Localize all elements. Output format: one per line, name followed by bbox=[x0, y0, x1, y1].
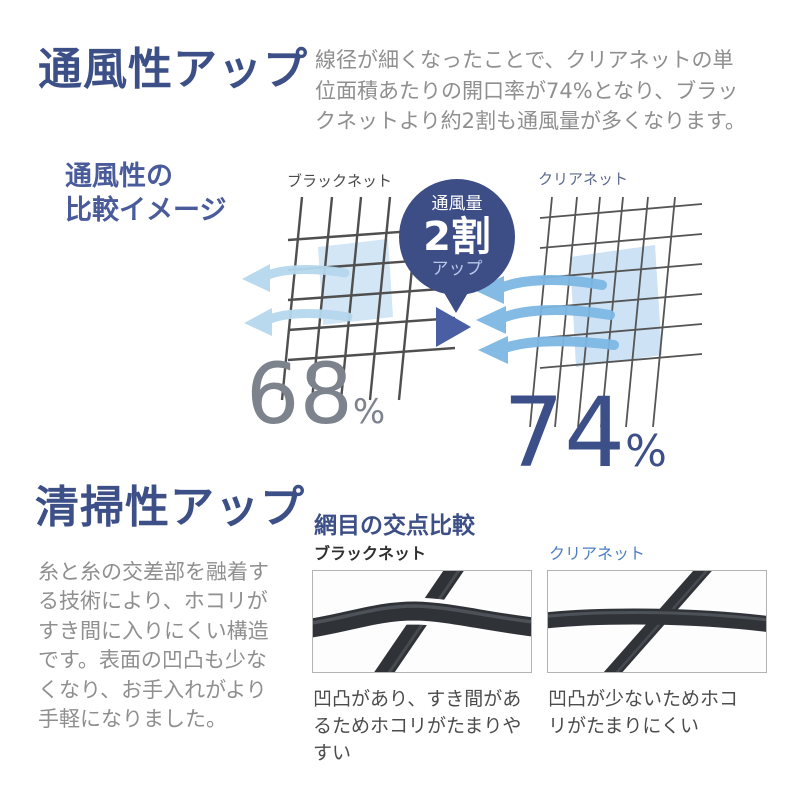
badge-line3: アップ bbox=[431, 259, 483, 279]
mesh-grid-icon bbox=[529, 196, 703, 428]
blacknet-intersection-photo bbox=[312, 570, 532, 673]
blacknet-mesh-label: ブラックネット bbox=[287, 172, 393, 190]
cleaning-description: 糸と糸の交差部を融着す る技術により、ホコリが すき間に入りにくい構造 です。表… bbox=[38, 560, 269, 731]
airflow-arrows-light-icon bbox=[242, 264, 353, 336]
blacknet-mesh-graphic bbox=[242, 196, 456, 401]
clearnet-photo-caption: 凹凸が少ないためホコ リがたまりにくい bbox=[548, 688, 739, 737]
clearnet-mesh-label: クリアネット bbox=[538, 170, 629, 188]
blacknet-open-rate: 68% bbox=[246, 352, 385, 436]
blacknet-open-rate-unit: % bbox=[352, 392, 386, 432]
clearnet-open-rate-unit: % bbox=[625, 426, 667, 477]
badge-line1: 通風量 bbox=[431, 194, 483, 215]
airflow-badge: 通風量 2割 アップ bbox=[399, 179, 515, 295]
clearnet-mesh-graphic bbox=[474, 196, 703, 428]
transition-arrow-icon bbox=[436, 307, 471, 347]
mesh-opening-highlight bbox=[318, 239, 393, 325]
clearnet-intersection-photo bbox=[547, 570, 767, 673]
airflow-arrows-strong-icon bbox=[474, 275, 619, 364]
badge-line2: 2割 bbox=[423, 214, 491, 260]
clearnet-open-rate: 74% bbox=[503, 385, 667, 481]
clearnet-photo-label: クリアネット bbox=[549, 544, 646, 563]
intersection-compare-heading: 網目の交点比較 bbox=[314, 513, 475, 539]
ventilation-title: 通風性アップ bbox=[38, 44, 308, 95]
ventilation-description: 線径が細くなったことで、クリアネットの単 位面積あたりの開口率が74%となり、ブ… bbox=[315, 48, 746, 134]
blacknet-photo-caption: 凹凸があり、すき間があ るためホコリがたまりや すい bbox=[313, 688, 522, 764]
blacknet-open-rate-value: 68 bbox=[246, 345, 353, 443]
clearnet-open-rate-value: 74 bbox=[503, 377, 626, 489]
cleaning-title: 清掃性アップ bbox=[35, 482, 305, 533]
clearnet-threads-graphic bbox=[548, 571, 766, 672]
blacknet-threads-graphic bbox=[313, 571, 531, 672]
ventilation-diagram-caption: 通風性の 比較イメージ bbox=[65, 161, 227, 226]
blacknet-photo-label: ブラックネット bbox=[314, 544, 427, 563]
